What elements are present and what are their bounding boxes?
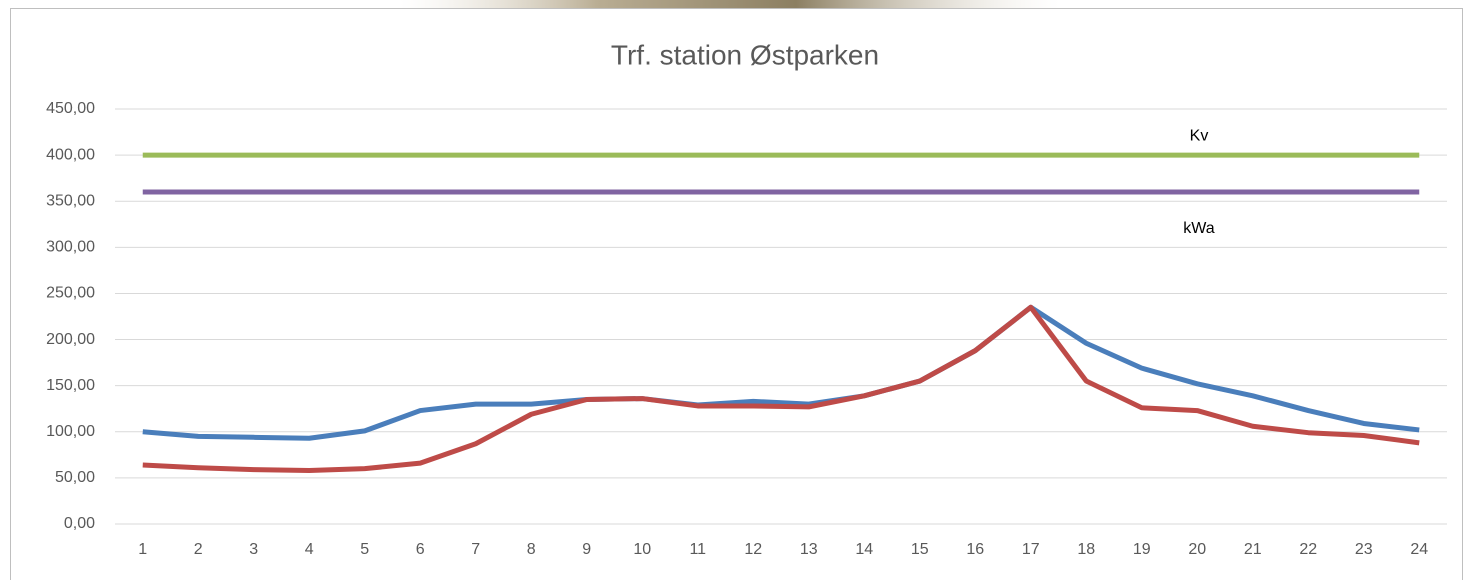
x-tick-label: 14	[855, 541, 873, 558]
x-tick-label: 1	[138, 541, 147, 558]
x-tick-label: 9	[582, 541, 591, 558]
chart-frame	[11, 9, 1463, 580]
x-tick-label: 3	[249, 541, 258, 558]
x-tick-label: 5	[360, 541, 369, 558]
y-tick-label: 300,00	[46, 239, 95, 256]
y-tick-label: 100,00	[46, 423, 95, 440]
y-tick-label: 450,00	[46, 100, 95, 117]
x-tick-label: 20	[1188, 541, 1206, 558]
y-tick-label: 150,00	[46, 377, 95, 394]
series-label: kWa	[1183, 220, 1215, 237]
x-tick-label: 24	[1410, 541, 1428, 558]
x-tick-label: 23	[1355, 541, 1373, 558]
y-tick-label: 400,00	[46, 146, 95, 163]
series-label: Kv	[1190, 127, 1209, 144]
chart: Trf. station Østparken 0,0050,00100,0015…	[0, 0, 1464, 580]
x-tick-label: 22	[1299, 541, 1317, 558]
x-tick-label: 8	[527, 541, 536, 558]
x-tick-label: 2	[194, 541, 203, 558]
x-tick-label: 19	[1133, 541, 1151, 558]
x-tick-label: 10	[633, 541, 651, 558]
y-tick-label: 200,00	[46, 331, 95, 348]
page: Trf. station Østparken 0,0050,00100,0015…	[0, 0, 1464, 580]
x-tick-label: 11	[689, 541, 706, 558]
x-tick-label: 16	[966, 541, 984, 558]
x-tick-label: 4	[305, 541, 314, 558]
y-tick-label: 50,00	[55, 469, 95, 486]
x-tick-label: 7	[471, 541, 480, 558]
x-tick-label: 13	[800, 541, 818, 558]
background-image	[400, 0, 1060, 9]
x-tick-label: 15	[911, 541, 929, 558]
x-tick-label: 12	[744, 541, 762, 558]
x-tick-label: 17	[1022, 541, 1040, 558]
x-tick-label: 6	[416, 541, 425, 558]
x-tick-label: 18	[1077, 541, 1095, 558]
y-tick-label: 250,00	[46, 285, 95, 302]
x-tick-label: 21	[1244, 541, 1262, 558]
chart-title: Trf. station Østparken	[611, 39, 879, 70]
y-tick-label: 0,00	[64, 515, 95, 532]
y-tick-label: 350,00	[46, 192, 95, 209]
